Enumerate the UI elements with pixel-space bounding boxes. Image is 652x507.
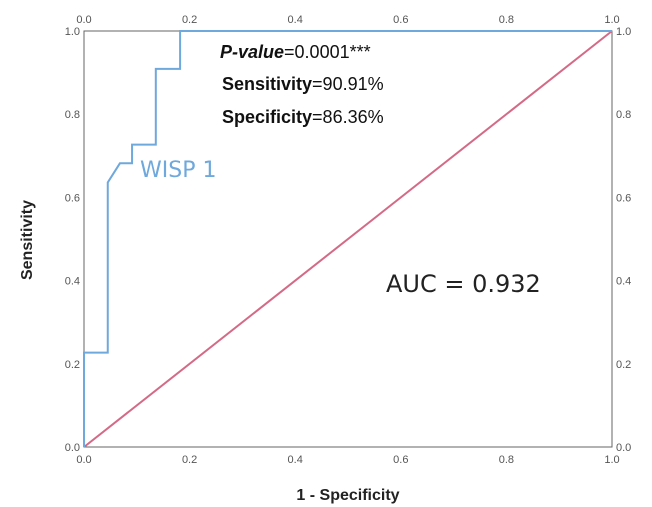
- sensitivity-annotation: Sensitivity=90.91%: [222, 74, 384, 94]
- bottom-tick-labels: 0.0 0.2 0.4 0.6 0.8 1.0: [76, 454, 619, 466]
- left-tick-labels: 0.0 0.2 0.4 0.6 0.8 1.0: [65, 26, 80, 454]
- pvalue-value: =0.0001***: [284, 42, 371, 62]
- x-tick-label: 1.0: [604, 454, 619, 466]
- right-y-tick-label: 0.4: [616, 276, 631, 288]
- x-tick-label: 0.2: [182, 454, 197, 466]
- y-tick-label: 0.4: [65, 276, 80, 288]
- pvalue-label: P-value: [220, 42, 284, 62]
- top-x-tick-label: 0.0: [76, 14, 91, 26]
- x-axis-title: 1 - Specificity: [296, 487, 399, 504]
- y-tick-label: 0.8: [65, 109, 80, 121]
- right-y-tick-label: 0.8: [616, 109, 631, 121]
- top-x-tick-label: 1.0: [604, 14, 619, 26]
- top-tick-labels: 0.0 0.2 0.4 0.6 0.8 1.0: [76, 14, 619, 26]
- top-x-tick-label: 0.8: [499, 14, 514, 26]
- x-tick-label: 0.8: [499, 454, 514, 466]
- y-tick-label: 0.2: [65, 359, 80, 371]
- right-y-tick-label: 0.0: [616, 442, 631, 454]
- y-tick-label: 1.0: [65, 26, 80, 38]
- x-tick-label: 0.6: [393, 454, 408, 466]
- roc-curve-line: [83, 30, 612, 447]
- reference-diagonal-line: [83, 30, 613, 448]
- top-x-tick-label: 0.6: [393, 14, 408, 26]
- specificity-label: Specificity: [222, 107, 312, 127]
- y-tick-label: 0.6: [65, 192, 80, 204]
- x-tick-label: 0.0: [76, 454, 91, 466]
- right-y-tick-label: 0.6: [616, 192, 631, 204]
- specificity-annotation: Specificity=86.36%: [222, 107, 384, 127]
- right-tick-labels: 0.0 0.2 0.4 0.6 0.8 1.0: [616, 26, 631, 454]
- sensitivity-value: =90.91%: [312, 74, 384, 94]
- series-label: WISP 1: [140, 158, 216, 183]
- auc-annotation: AUC = 0.932: [386, 270, 541, 298]
- right-y-tick-label: 0.2: [616, 359, 631, 371]
- right-y-tick-label: 1.0: [616, 26, 631, 38]
- y-tick-label: 0.0: [65, 442, 80, 454]
- top-x-tick-label: 0.2: [182, 14, 197, 26]
- specificity-value: =86.36%: [312, 107, 384, 127]
- sensitivity-label: Sensitivity: [222, 74, 312, 94]
- y-axis-title: Sensitivity: [19, 200, 36, 280]
- pvalue-annotation: P-value=0.0001***: [220, 42, 371, 62]
- x-tick-label: 0.4: [288, 454, 303, 466]
- top-x-tick-label: 0.4: [288, 14, 303, 26]
